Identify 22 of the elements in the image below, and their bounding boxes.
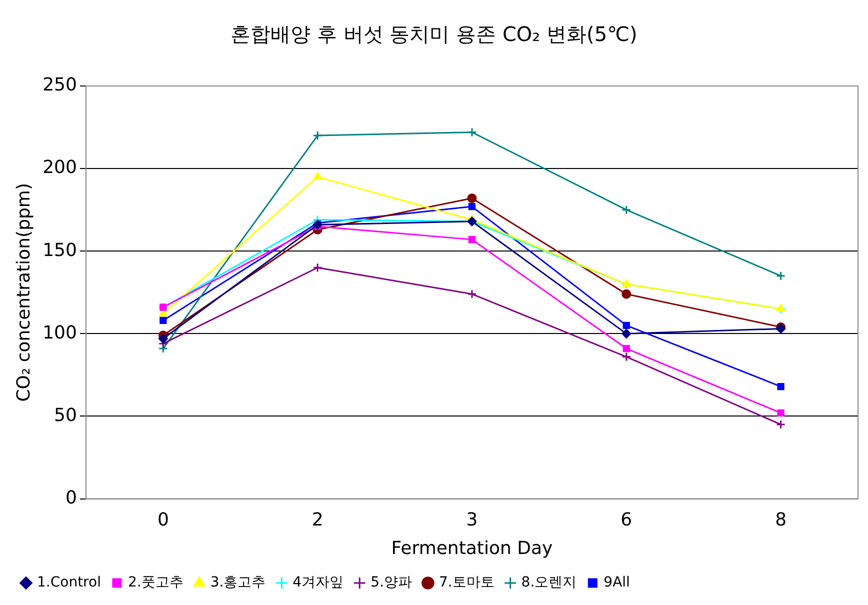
y-tick-label: 0 — [66, 487, 77, 508]
x-tick-label: 8 — [775, 509, 787, 530]
legend-label: 1.Control — [37, 574, 101, 591]
x-tick-label: 0 — [157, 509, 169, 530]
x-tick-label: 6 — [620, 509, 632, 530]
x-tick-label: 2 — [312, 509, 324, 530]
y-tick-label: 250 — [42, 74, 77, 96]
legend-label: 8.오렌지 — [521, 574, 577, 591]
legend-label: 7.토마토 — [438, 574, 494, 591]
legend-label: 4겨자잎 — [292, 574, 344, 591]
y-tick-label: 50 — [54, 404, 77, 426]
y-tick-label: 200 — [42, 157, 77, 178]
y-tick-label: 150 — [42, 240, 77, 261]
legend-label: 9All — [604, 574, 630, 591]
x-axis-title: Fermentation Day — [391, 538, 554, 559]
y-axis-title: CO₂ concentration(ppm) — [13, 183, 34, 402]
legend-label: 3.홍고추 — [210, 574, 266, 591]
x-tick-label: 3 — [466, 509, 478, 530]
chart-title: 혼합배양 후 버섯 동치미 용존 CO₂ 변화(5℃) — [230, 22, 638, 46]
legend-label: 2.풋고추 — [128, 574, 184, 591]
y-tick-label: 100 — [42, 322, 77, 344]
legend-label: 5.양파 — [370, 574, 412, 591]
